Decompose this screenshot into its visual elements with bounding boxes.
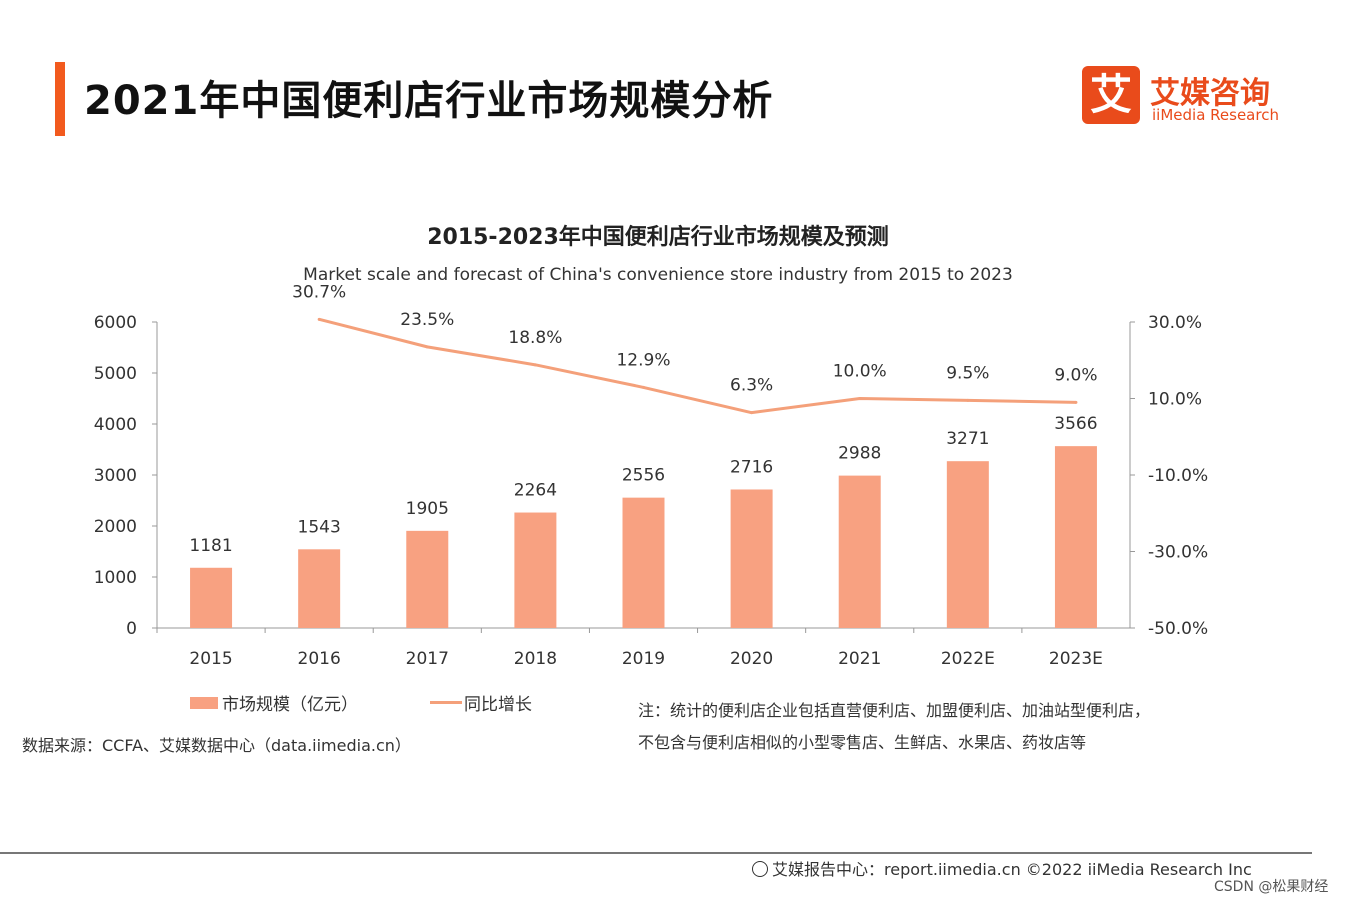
x-tick-label: 2015 — [189, 649, 232, 669]
y-tick-label-right: -50.0% — [1148, 619, 1208, 639]
page-title: 2021年中国便利店行业市场规模分析 — [84, 78, 774, 124]
growth-value-label: 18.8% — [508, 328, 562, 348]
bar-value-label: 1543 — [298, 517, 341, 537]
y-tick-label-left: 5000 — [94, 364, 137, 384]
x-tick-label: 2019 — [622, 649, 665, 669]
bar — [1054, 446, 1097, 628]
footer: 艾媒报告中心：report.iimedia.cn ©2022 iiMedia R… — [752, 856, 1252, 880]
y-tick-label-left: 3000 — [94, 466, 137, 486]
growth-point — [858, 397, 862, 400]
growth-point — [966, 398, 970, 402]
note-line-1: 注：统计的便利店企业包括直营便利店、加盟便利店、加油站型便利店， — [638, 701, 1151, 720]
growth-value-label: 10.0% — [833, 362, 887, 382]
footer-divider — [0, 852, 1312, 854]
legend-bar-swatch — [190, 697, 218, 709]
bar — [946, 461, 989, 628]
bar — [298, 549, 341, 628]
x-tick-label: 2023E — [1049, 649, 1103, 669]
chart-title: 2015-2023年中国便利店行业市场规模及预测 — [427, 224, 889, 250]
note-line-2: 不包含与便利店相似的小型零售店、生鲜店、水果店、药妆店等 — [638, 733, 1087, 752]
growth-point — [533, 363, 537, 367]
globe-icon — [752, 861, 768, 877]
bar-value-label: 1905 — [406, 499, 449, 519]
data-source: 数据来源：CCFA、艾媒数据中心（data.iimedia.cn） — [22, 736, 411, 755]
x-tick-label: 2020 — [730, 649, 773, 669]
bar — [730, 489, 773, 628]
logo-name-en: iiMedia Research — [1152, 106, 1279, 124]
footer-text: 艾媒报告中心：report.iimedia.cn ©2022 iiMedia R… — [772, 860, 1252, 879]
growth-line — [318, 317, 1076, 415]
bar — [838, 475, 881, 628]
legend-line-label: 同比增长 — [464, 695, 532, 715]
y-tick-label-right: -10.0% — [1148, 466, 1208, 486]
y-tick-label-right: -30.0% — [1148, 543, 1208, 563]
bar — [190, 567, 233, 628]
growth-value-label: 9.5% — [946, 363, 989, 383]
x-tick-label: 2016 — [298, 649, 341, 669]
bar-value-label: 2556 — [622, 466, 665, 486]
bar-value-label: 3271 — [946, 429, 989, 449]
title-accent-bar — [55, 62, 65, 136]
x-tick-label: 2017 — [406, 649, 449, 669]
y-tick-label-left: 4000 — [94, 415, 137, 435]
chart-subtitle: Market scale and forecast of China's con… — [303, 265, 1013, 285]
logo-mark: 艾 — [1082, 66, 1140, 124]
growth-point — [425, 345, 429, 349]
bar-value-label: 3566 — [1054, 414, 1097, 434]
brand-logo: 艾 艾媒咨询 iiMedia Research — [1082, 66, 1292, 128]
bar-value-label: 2988 — [838, 444, 881, 464]
watermark: CSDN @松果财经 — [1214, 879, 1329, 895]
y-tick-label-left: 0 — [126, 619, 137, 639]
logo-name-cn: 艾媒咨询 — [1150, 76, 1270, 111]
bar — [406, 530, 449, 628]
legend-bar-label: 市场规模（亿元） — [222, 695, 358, 715]
y-tick-label-right: 30.0% — [1148, 313, 1202, 333]
bar-value-label: 2716 — [730, 457, 773, 477]
growth-value-label: 23.5% — [400, 310, 454, 330]
growth-value-label: 12.9% — [616, 350, 670, 370]
bar — [514, 512, 557, 628]
y-tick-label-left: 2000 — [94, 517, 137, 537]
growth-value-label: 6.3% — [730, 376, 773, 396]
growth-point — [750, 411, 754, 415]
bar — [622, 497, 665, 628]
growth-value-label: 9.0% — [1054, 365, 1097, 385]
growth-point — [317, 317, 321, 321]
legend-line-swatch — [430, 701, 462, 704]
x-tick-label: 2021 — [838, 649, 881, 669]
growth-value-label: 30.7% — [292, 282, 346, 302]
y-tick-label-left: 6000 — [94, 313, 137, 333]
y-tick-label-left: 1000 — [94, 568, 137, 588]
x-tick-label: 2022E — [941, 649, 995, 669]
bar-value-label: 1181 — [189, 536, 232, 556]
growth-point — [1074, 400, 1078, 404]
bar-value-label: 2264 — [514, 481, 557, 501]
x-tick-label: 2018 — [514, 649, 557, 669]
growth-point — [642, 385, 645, 389]
y-tick-label-right: 10.0% — [1148, 390, 1202, 410]
